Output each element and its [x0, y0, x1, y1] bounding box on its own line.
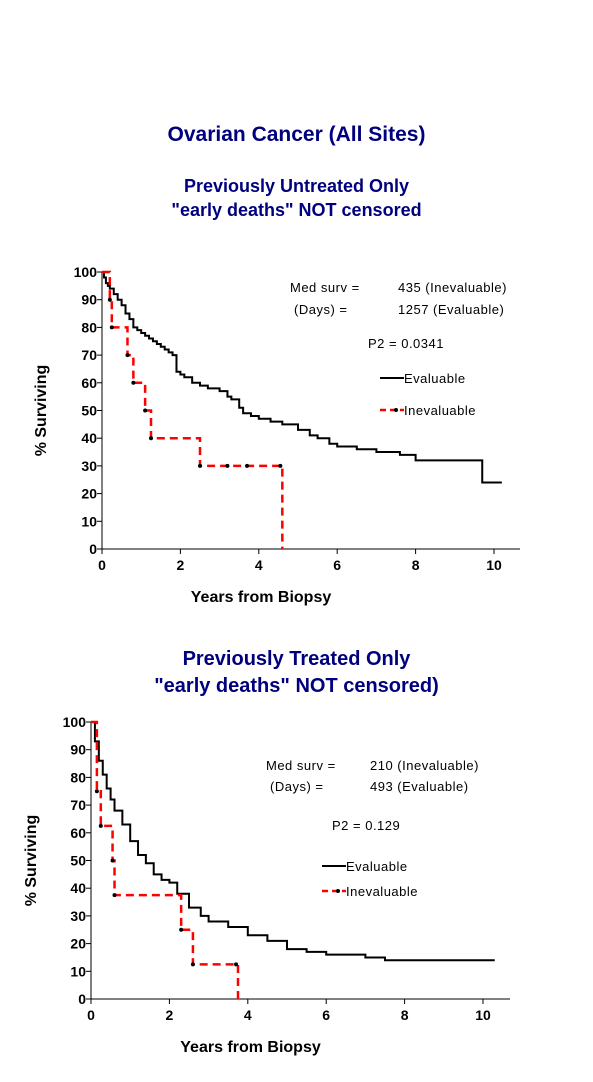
chart1-xtick-label: 2 [177, 557, 185, 573]
chart1-ytick-label: 50 [81, 403, 97, 419]
chart1-series-inevaluable-point [125, 353, 130, 358]
chart1-xtick-label: 8 [412, 557, 420, 573]
chart1-xtick-label: 6 [333, 557, 341, 573]
chart2-ytick-label: 80 [70, 769, 86, 785]
chart1-series-inevaluable-point [225, 463, 230, 468]
chart1-series-inevaluable-line [102, 270, 284, 549]
chart1-ytick-label: 10 [81, 513, 97, 529]
chart2-ytick-label: 90 [70, 742, 86, 758]
chart2-series-inevaluable-point [234, 962, 239, 967]
chart1-ytick-label: 70 [81, 347, 97, 363]
chart2-xtick-label: 8 [401, 1007, 409, 1023]
chart1-xtick-label: 4 [255, 557, 263, 573]
chart1-xtick-label: 10 [486, 557, 502, 573]
chart1-series-inevaluable-point [143, 408, 148, 413]
chart1-series-inevaluable-point [278, 463, 283, 468]
chart2-p2-value: P2 = 0.129 [332, 818, 400, 833]
chart1-series-inevaluable-point [109, 325, 114, 330]
chart1-days-value: 1257 (Evaluable) [398, 302, 504, 317]
chart1-ytick-label: 40 [81, 430, 97, 446]
chart1-series-inevaluable-point [149, 436, 153, 441]
chart1-ytick-label: 30 [81, 458, 97, 474]
chart1-series-inevaluable-point [198, 463, 202, 468]
chart2-series-inevaluable-point [110, 858, 115, 863]
chart1-xtick-label: 0 [98, 557, 106, 573]
chart1-ytick-label: 90 [81, 292, 97, 308]
chart2-ytick-label: 100 [63, 714, 87, 730]
chart2-legend-label-evaluable: Evaluable [346, 859, 408, 874]
chart1-ytick-label: 100 [74, 264, 98, 280]
chart2-med-surv-value: 210 (Inevaluable) [370, 758, 479, 773]
chart2-legend-label-inevaluable: Inevaluable [346, 884, 418, 899]
chart2-series-inevaluable-point [112, 893, 117, 898]
chart1-med-surv-value: 435 (Inevaluable) [398, 280, 507, 295]
chart2-series-inevaluable-point [179, 927, 184, 932]
chart2-days-value: 493 (Evaluable) [370, 779, 469, 794]
chart2-ytick-label: 60 [70, 825, 86, 841]
chart2-days-label: (Days) = [270, 779, 323, 794]
chart2-series-inevaluable-line [91, 720, 240, 999]
chart2-title-line1: Previously Treated Only [182, 648, 411, 670]
chart2-xtick-label: 0 [87, 1007, 95, 1023]
chart1-days-label: (Days) = [294, 302, 347, 317]
chart2-title-line2: "early deaths" NOT censored) [154, 675, 439, 697]
chart2-ytick-label: 70 [70, 797, 86, 813]
chart2-xtick-label: 4 [244, 1007, 252, 1023]
chart1-legend-label-evaluable: Evaluable [404, 371, 466, 386]
chart2-ytick-label: 10 [70, 963, 86, 979]
chart1-series-inevaluable-point [131, 380, 136, 385]
chart2-ytick-label: 20 [70, 936, 86, 952]
chart1-x-axis-label: Years from Biopsy [191, 589, 332, 606]
chart2-ytick-label: 30 [70, 908, 86, 924]
chart2-series-inevaluable-point [98, 823, 103, 828]
chart1-ytick-label: 0 [89, 541, 97, 557]
chart2-series-inevaluable-point [94, 789, 99, 794]
chart2-x-axis-label: Years from Biopsy [180, 1039, 321, 1056]
chart1-series-inevaluable-point [107, 297, 112, 302]
chart2-xtick-label: 2 [166, 1007, 174, 1023]
page-title: Ovarian Cancer (All Sites) [167, 123, 426, 146]
chart2-ytick-label: 0 [78, 991, 86, 1007]
chart1-series-evaluable-line [102, 271, 502, 484]
chart2-med-surv-label: Med surv = [266, 758, 336, 773]
chart1-title-line1: Previously Untreated Only [183, 176, 410, 196]
chart1-p2-value: P2 = 0.0341 [368, 336, 444, 351]
chart1-ytick-label: 60 [81, 375, 97, 391]
chart1-ytick-label: 80 [81, 319, 97, 335]
chart2-y-axis-label: % Surviving [23, 815, 40, 907]
chart1-y-axis-label: % Surviving [33, 365, 50, 457]
chart1-series-inevaluable-point [245, 463, 250, 468]
chart2-series-inevaluable-point [190, 962, 195, 967]
chart1-survival-plot: 0 10 20 30 40 50 60 70 80 90 100 0 2 4 6 8 10 Years from … [33, 264, 520, 606]
chart2-xtick-label: 10 [475, 1007, 491, 1023]
chart1-legend-label-inevaluable: Inevaluable [404, 403, 476, 418]
chart2-series-evaluable-line [91, 721, 495, 962]
chart1-med-surv-label: Med surv = [290, 280, 360, 295]
chart1-legend-marker-inevaluable [394, 408, 398, 412]
chart2-xtick-label: 6 [322, 1007, 330, 1023]
chart2-ytick-label: 40 [70, 880, 86, 896]
chart2-legend-marker-inevaluable [336, 889, 340, 893]
chart2-ytick-label: 50 [70, 853, 86, 869]
chart1-ytick-label: 20 [81, 486, 97, 502]
chart1-title-line2: "early deaths" NOT censored [171, 200, 422, 220]
